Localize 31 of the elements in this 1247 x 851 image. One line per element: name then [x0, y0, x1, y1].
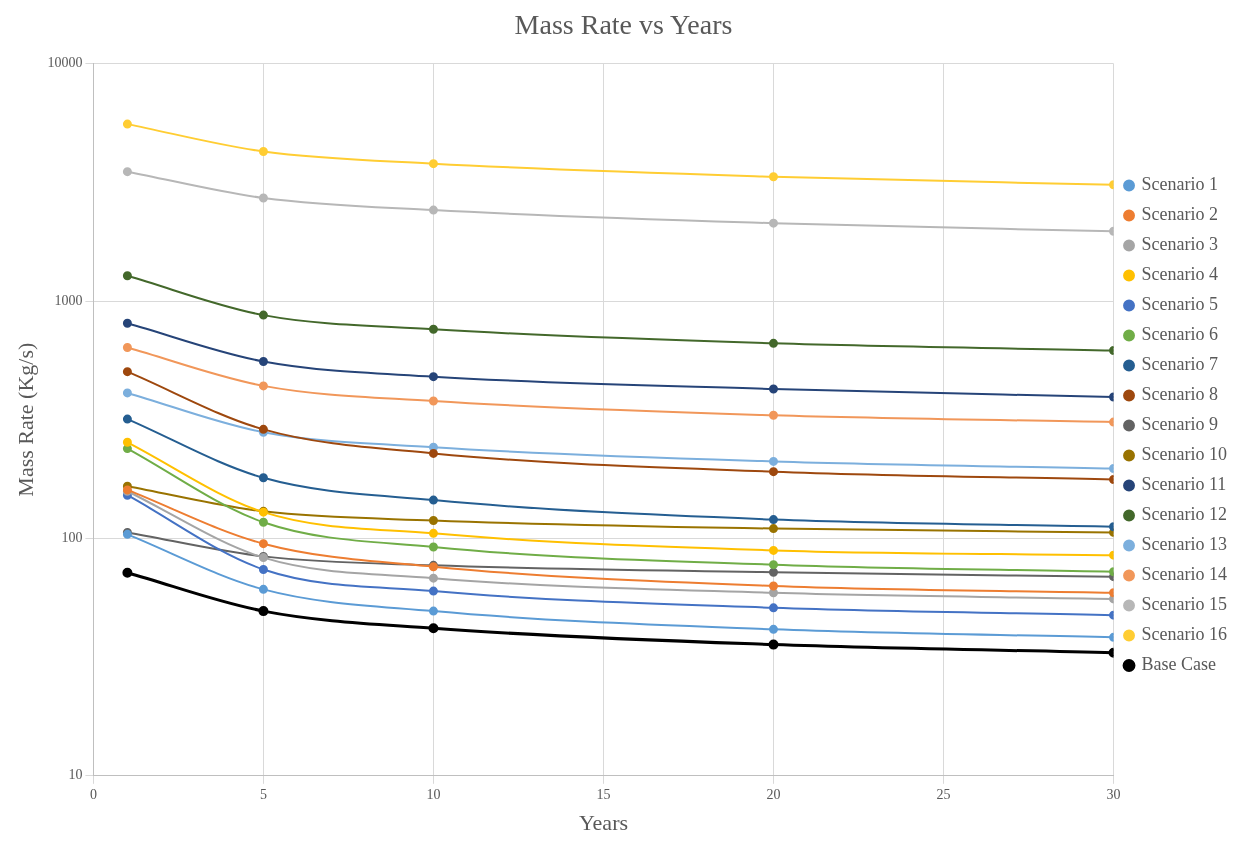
x-tick-label: 20 [766, 786, 781, 802]
legend-label: Scenario 7 [1141, 354, 1219, 375]
x-tick-label: 5 [259, 786, 267, 802]
y-tick-label: 100 [61, 530, 83, 546]
y-tick-label: 1000 [54, 292, 83, 308]
legend-label: Scenario 8 [1141, 384, 1219, 405]
legend-label: Scenario 1 [1141, 174, 1219, 195]
x-tick-label: 25 [936, 786, 951, 802]
legend-label: Scenario 9 [1141, 414, 1219, 435]
x-tick-label: 30 [1106, 786, 1121, 802]
legend-label: Scenario 15 [1141, 594, 1228, 615]
legend-label: Scenario 5 [1141, 294, 1219, 315]
legend-label: Scenario 3 [1141, 234, 1219, 255]
legend-label: Scenario 13 [1141, 534, 1228, 555]
legend-label: Scenario 12 [1141, 504, 1228, 525]
legend-label: Scenario 10 [1141, 444, 1228, 465]
legend-label: Scenario 14 [1141, 564, 1228, 585]
legend-label: Scenario 4 [1141, 264, 1219, 285]
y-tick-label: 10000 [47, 55, 83, 71]
legend-label: Scenario 11 [1141, 474, 1227, 495]
x-axis-title: Years [578, 809, 629, 835]
legend-label: Scenario 2 [1141, 204, 1219, 225]
y-axis-title: Mass Rate (Kg/s) [12, 342, 38, 497]
x-tick-label: 10 [426, 786, 441, 802]
chart-title: Mass Rate vs Years [514, 9, 733, 41]
x-tick-label: 0 [89, 786, 97, 802]
legend-label: Scenario 16 [1141, 624, 1228, 645]
y-tick-label: 10 [68, 767, 83, 783]
x-tick-label: 15 [596, 786, 611, 802]
legend-label: Base Case [1141, 654, 1217, 675]
legend-label: Scenario 6 [1141, 324, 1219, 345]
